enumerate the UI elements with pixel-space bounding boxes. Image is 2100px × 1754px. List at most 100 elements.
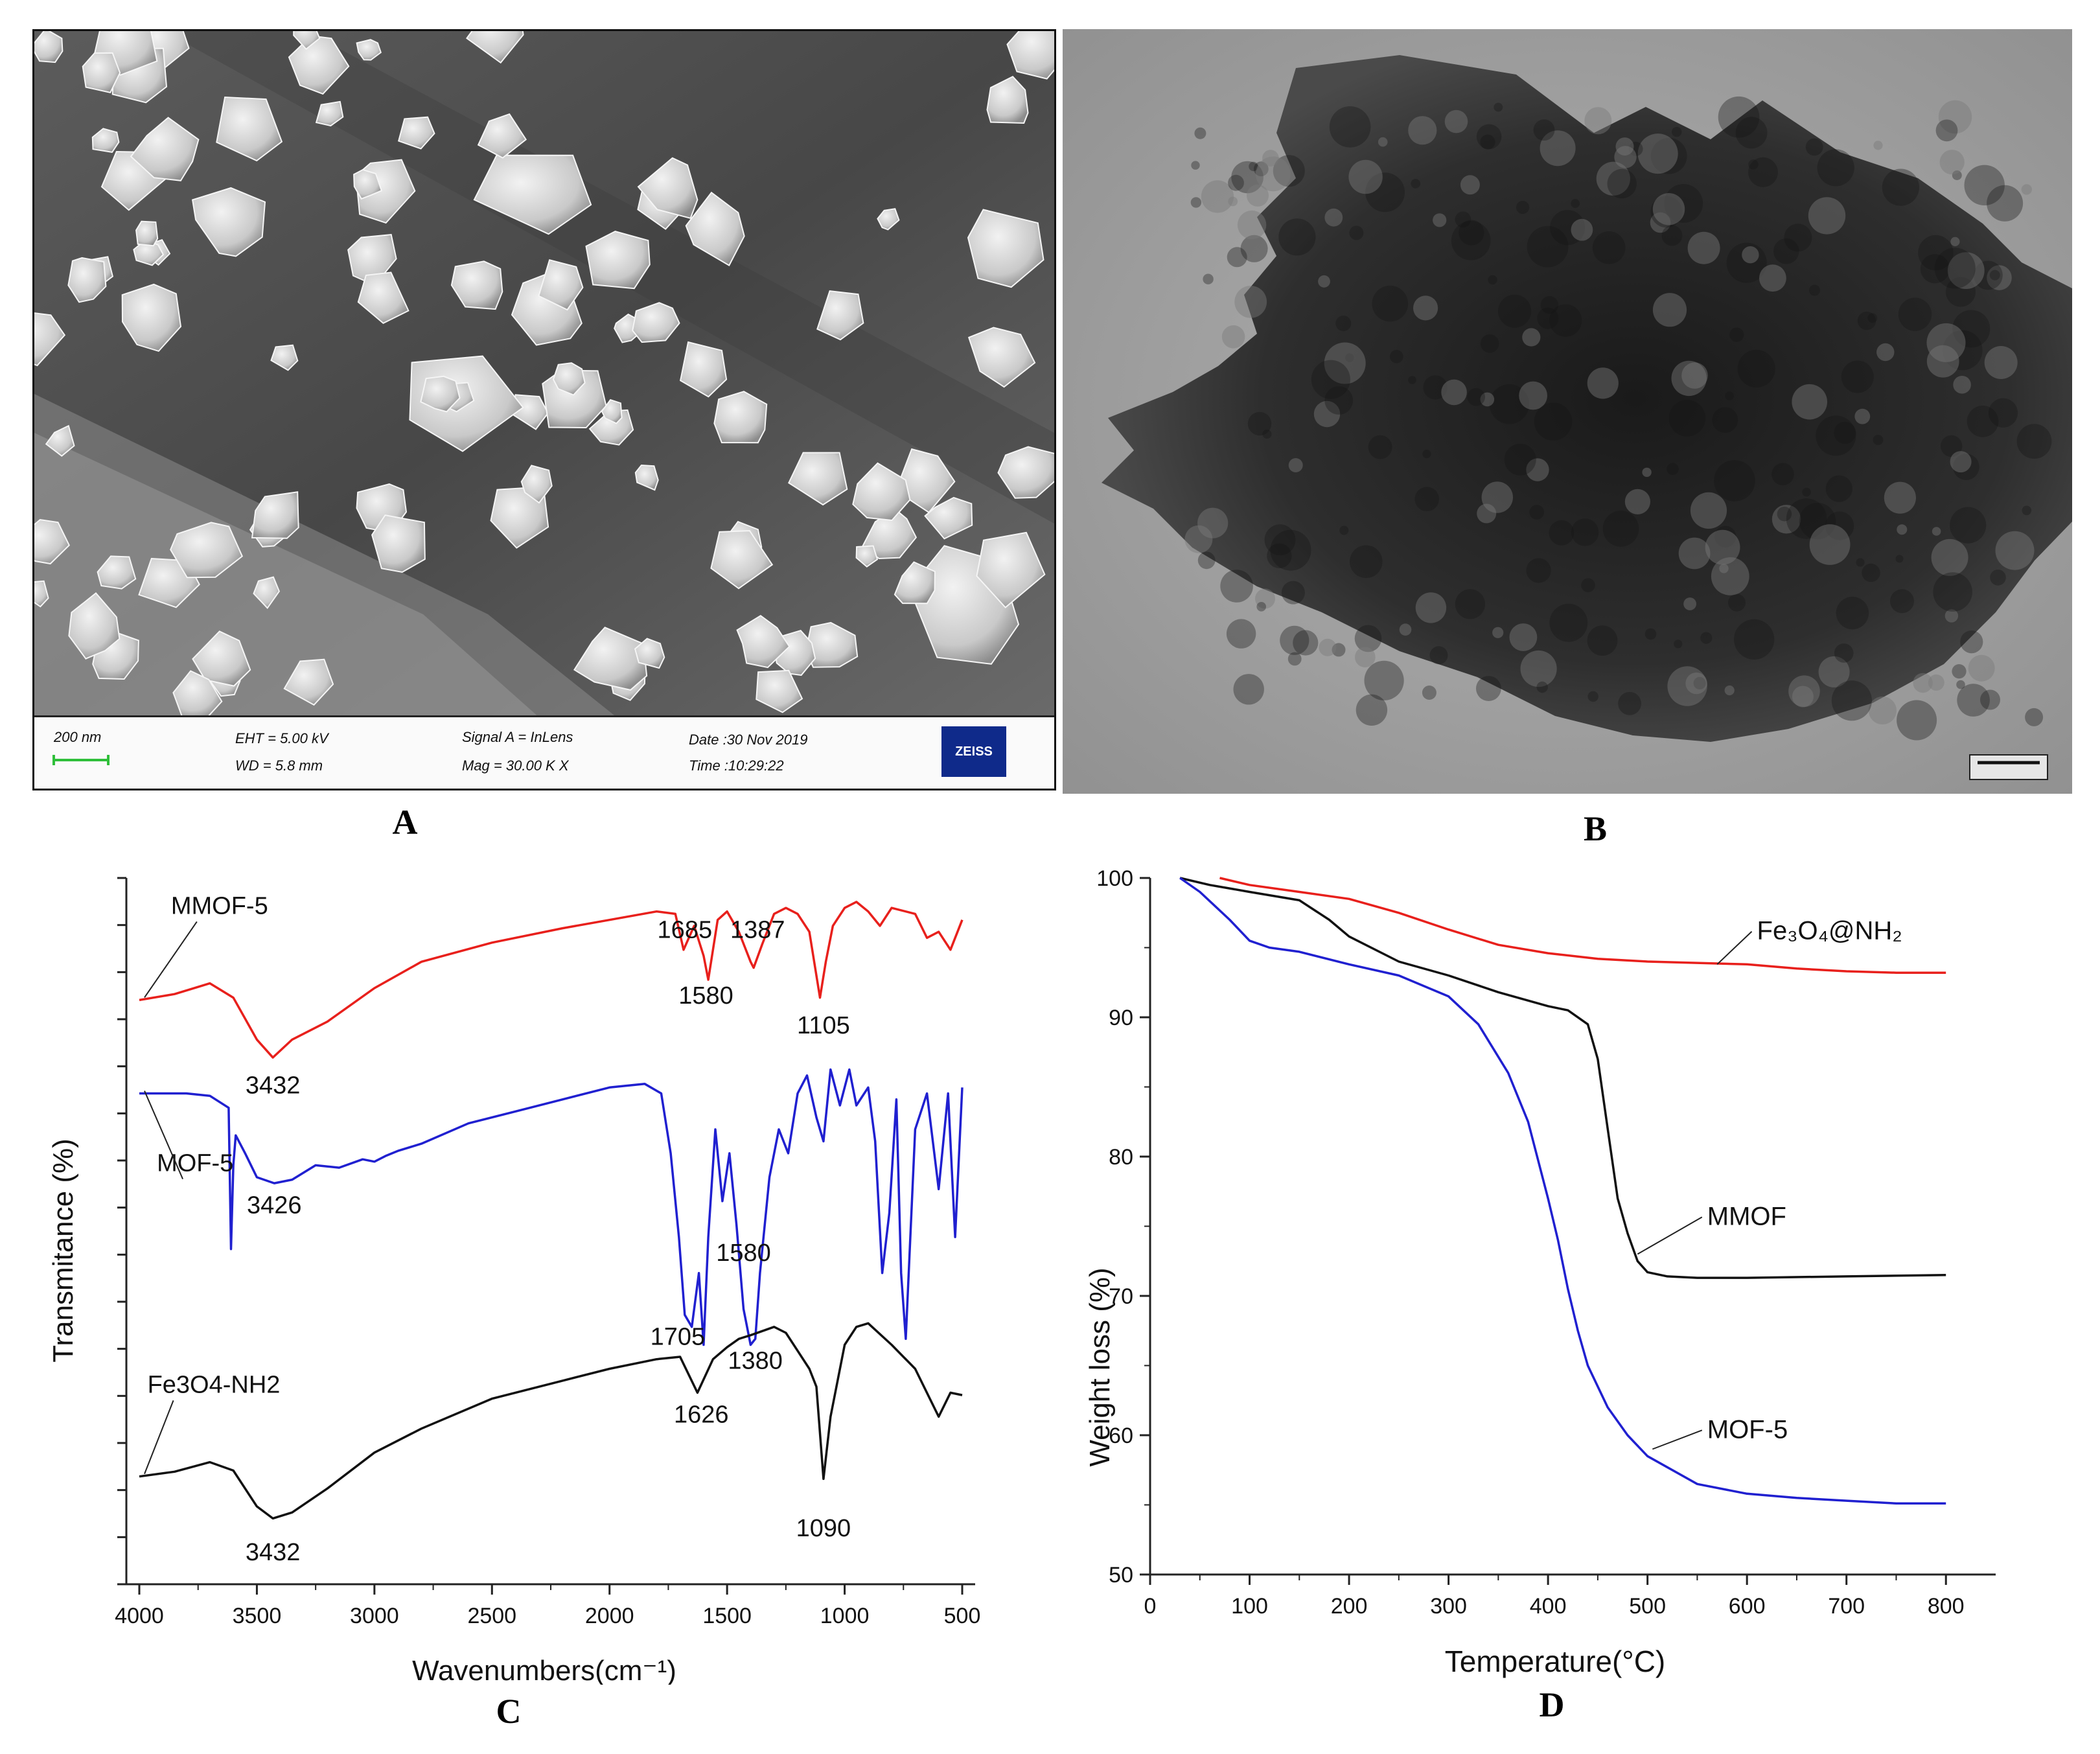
tem-grain (1895, 555, 1904, 563)
sem-crystal (967, 327, 1036, 388)
sem-crystal (34, 31, 63, 63)
tem-grain (1953, 376, 1971, 394)
tem-grain (1950, 507, 1987, 544)
sem-crystal (986, 75, 1029, 124)
tem-grain (1354, 625, 1382, 652)
tem-grain (1592, 231, 1626, 264)
sem-crystal (473, 154, 592, 235)
tem-grain (1957, 684, 1990, 717)
tem-grain (1967, 406, 1999, 437)
sem-image (34, 31, 1054, 718)
tem-grain (1441, 379, 1467, 406)
tem-grain (1540, 295, 1559, 314)
tga-y-tick-label: 90 (1109, 1006, 1133, 1030)
tem-grain (1540, 130, 1576, 167)
sem-crystal (356, 39, 382, 61)
tga-x-tick-label: 0 (1144, 1594, 1157, 1619)
tem-grain (1247, 411, 1272, 436)
tem-grain (1581, 578, 1595, 592)
tem-grain (1671, 360, 1707, 397)
tem-grain (1777, 506, 1792, 522)
tem-grain (1422, 450, 1431, 459)
tga-y-tick-label: 100 (1096, 866, 1133, 891)
tem-particle-aggregate (1102, 55, 2072, 742)
sem-crystal (97, 555, 137, 590)
tem-grain (1372, 285, 1409, 322)
tem-grain (1571, 518, 1599, 546)
tem-grain (1672, 126, 1682, 137)
tem-grain (1480, 134, 1495, 150)
tem-grain (1422, 686, 1437, 700)
tem-grain (1197, 507, 1229, 538)
sem-crystal (552, 362, 586, 396)
tem-grain (1270, 529, 1311, 571)
tem-grain (1712, 407, 1738, 433)
tem-grain (1964, 165, 2005, 205)
tem-grain (1637, 133, 1678, 174)
tga-series-label: MOF-5 (1707, 1415, 1788, 1444)
tem-grain (1897, 524, 1908, 535)
tem-grain (1690, 492, 1727, 529)
tem-grain (1952, 310, 1990, 348)
sem-crystal (588, 409, 634, 446)
sem-crystal (1006, 31, 1054, 80)
tem-grain (1602, 511, 1639, 547)
tem-grain (1868, 696, 1897, 725)
tem-grain (1624, 489, 1650, 514)
tem-grain (1771, 505, 1801, 534)
ftir-peak-label: 3432 (246, 1072, 301, 1100)
tem-grain (2025, 708, 2044, 726)
ftir-series-line (139, 901, 963, 1059)
tem-grain (1932, 527, 1941, 536)
tem-grain (1799, 503, 1836, 540)
tem-grain (1498, 294, 1532, 328)
tem-grain (1355, 647, 1376, 667)
tga-y-tick-label: 60 (1109, 1424, 1133, 1448)
tem-grain (1281, 581, 1305, 605)
tga-lines (1179, 877, 1946, 1505)
tem-grain (1683, 597, 1696, 610)
tem-grain (1725, 391, 1734, 400)
sem-crystal (34, 312, 66, 367)
sem-crystal (130, 117, 200, 181)
tem-grain (1233, 674, 1264, 705)
tem-grain (1571, 199, 1580, 208)
sem-crystal (756, 669, 803, 713)
tga-series-line (1179, 877, 1946, 1279)
tem-grain (1882, 168, 1919, 206)
tem-grain (1711, 557, 1749, 595)
tem-grain (1841, 360, 1874, 393)
tem-grain (1480, 334, 1499, 353)
tga-x-tick-label: 100 (1231, 1594, 1268, 1619)
sem-crystal (270, 344, 299, 371)
tem-grain (1788, 675, 1820, 707)
tem-grain (1809, 284, 1820, 296)
tem-grain (1529, 505, 1545, 520)
sem-crystal (538, 259, 584, 311)
tem-grain (1650, 196, 1683, 228)
tem-grain (1349, 225, 1364, 240)
tem-grain (1650, 212, 1671, 233)
tem-grain (1652, 193, 1685, 225)
sem-crystal (315, 100, 344, 127)
tem-grain (1533, 119, 1555, 141)
tem-grain (1989, 270, 2000, 281)
tem-grain (1240, 235, 1268, 262)
tga-x-tick-label: 800 (1928, 1594, 1965, 1619)
tem-grain (1399, 623, 1412, 636)
tem-grain (1262, 430, 1272, 439)
tem-grain (1587, 625, 1618, 656)
ftir-labels: MMOF-5 MOF-5 Fe3O4-NH2 3432 1685 1387 1580 1105… (144, 892, 851, 1566)
tem-grain (1596, 161, 1630, 196)
tem-grain (1968, 654, 1995, 682)
ftir-chart: 4000 3500 3000 2500 2000 1500 1000 500 MMOF-5 MO… (47, 877, 980, 1685)
tem-grain (1913, 673, 1933, 693)
tem-grain (1943, 330, 1983, 371)
tem-grain (1280, 625, 1310, 655)
tem-micrograph (1063, 29, 2072, 794)
tem-grain (1748, 157, 1778, 187)
tem-grain (1928, 674, 1944, 691)
sem-crystal (976, 531, 1046, 608)
tem-grain (1415, 592, 1447, 623)
sem-crystal (288, 35, 350, 95)
